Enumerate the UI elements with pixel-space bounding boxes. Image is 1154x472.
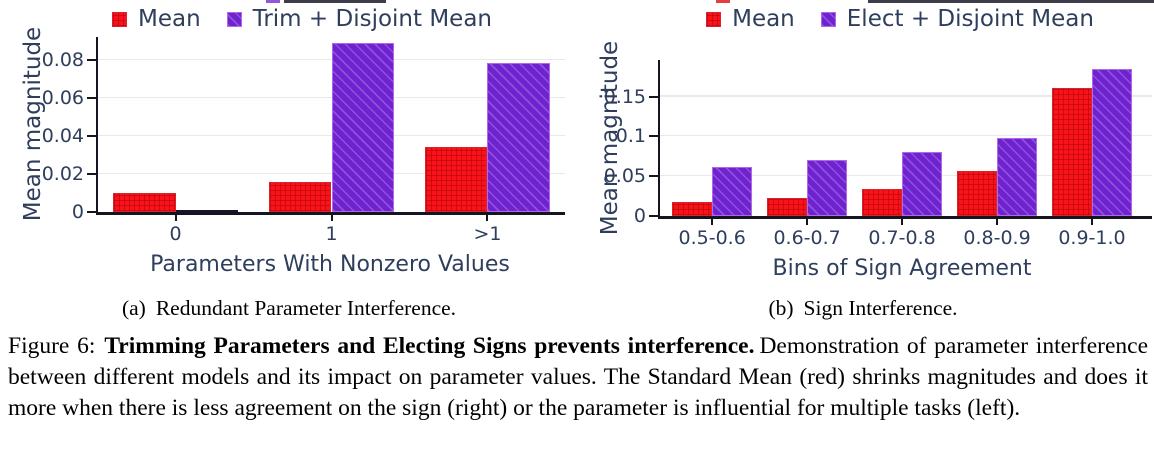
- y-tick-label: 0: [71, 201, 84, 223]
- legend-item-mean: Mean: [706, 6, 795, 32]
- legend-label-trim-disjoint-mean: Trim + Disjoint Mean: [252, 6, 492, 32]
- x-tick-mark: [901, 216, 904, 225]
- y-tick-label: 0.08: [41, 49, 84, 71]
- y-tick-mark: [87, 211, 96, 213]
- bar-mean-0.9-1.0: [1052, 87, 1092, 216]
- subcaption-b-tag: (b): [768, 296, 794, 320]
- subcaption-a-tag: (a): [121, 296, 146, 320]
- gridline: [660, 134, 1152, 137]
- x-tick-label: 0.8-0.9: [963, 227, 1031, 249]
- y-tick-mark: [87, 59, 96, 61]
- y-tick-mark: [87, 173, 96, 175]
- y-tick-label: 0.02: [41, 163, 84, 185]
- x-tick-label: 0.7-0.8: [868, 227, 936, 249]
- y-tick-label: 0.05: [603, 165, 646, 188]
- legend-label-mean: Mean: [138, 6, 201, 32]
- bar-disjoint-mean-0.7-0.8: [902, 151, 942, 216]
- legend: Mean Trim + Disjoint Mean: [62, 6, 542, 32]
- bar-mean-0.5-0.6: [672, 201, 713, 216]
- subcaption-a: (a) Redundant Parameter Interference.: [39, 296, 539, 321]
- caption-figure-number: Figure 6:: [8, 333, 96, 359]
- y-tick-mark: [649, 95, 658, 98]
- x-tick-mark: [174, 212, 177, 221]
- caption-body: Demonstration of parameter interference …: [8, 333, 1148, 421]
- y-tick-mark: [87, 135, 96, 137]
- legend-label-elect-disjoint-mean: Elect + Disjoint Mean: [846, 6, 1094, 32]
- x-tick-mark: [1090, 216, 1093, 225]
- subcaption-b-text: Sign Interference.: [803, 296, 958, 320]
- plot-area-b: 0 0.05 0.1 0.15 0.5-0.6 0.6-0.7 0.7-0.8 0.8-0.9…: [604, 60, 1152, 249]
- crop-artifact: [716, 0, 730, 3]
- gridline: [660, 95, 1152, 97]
- bar-disjoint-mean-1: [331, 42, 394, 212]
- bar-mean-0.8-0.9: [957, 170, 997, 216]
- y-tick-mark: [87, 97, 96, 99]
- bar-disjoint-mean->1: [487, 62, 550, 212]
- subcaption-a-text: Redundant Parameter Interference.: [155, 296, 457, 320]
- trim-disjoint-swatch-icon: [226, 11, 242, 27]
- x-tick-mark: [996, 216, 999, 225]
- x-tick-label: 0.5-0.6: [678, 227, 746, 249]
- legend-label-mean: Mean: [732, 6, 795, 32]
- bar-disjoint-mean-0.5-0.6: [712, 167, 752, 216]
- crop-artifact: [868, 0, 1154, 3]
- y-tick-label: 0: [633, 205, 646, 227]
- subcaption-b: (b) Sign Interference.: [613, 296, 1113, 321]
- y-tick-label: 0.06: [41, 87, 84, 109]
- x-tick-mark: [711, 216, 714, 225]
- bar-mean-1: [269, 181, 332, 212]
- crop-artifact: [266, 0, 280, 3]
- bar-disjoint-mean-0.9-1.0: [1091, 68, 1132, 216]
- x-tick-label: 1: [325, 223, 338, 245]
- x-axis-label: Parameters With Nonzero Values: [150, 252, 510, 277]
- bar-mean-0.6-0.7: [767, 197, 808, 216]
- y-tick-mark: [649, 135, 658, 138]
- y-tick-label: 0.04: [41, 125, 84, 147]
- x-axis-label: Bins of Sign Agreement: [772, 256, 1032, 281]
- bar-disjoint-mean-0.6-0.7: [807, 160, 847, 216]
- elect-disjoint-swatch-icon: [820, 11, 836, 27]
- y-tick-label: 0.15: [603, 85, 646, 108]
- legend: Mean Elect + Disjoint Mean: [640, 6, 1154, 32]
- x-tick-mark: [806, 216, 809, 225]
- y-tick-mark: [649, 175, 658, 178]
- legend-item-mean: Mean: [112, 6, 201, 32]
- bar-mean-0.7-0.8: [862, 188, 903, 216]
- mean-swatch-icon: [706, 11, 722, 27]
- x-tick-label: 0.6-0.7: [773, 227, 841, 249]
- legend-item-elect-disjoint-mean: Elect + Disjoint Mean: [820, 6, 1094, 32]
- figure-caption: Figure 6: Trimming Parameters and Electin…: [8, 331, 1148, 424]
- mean-swatch-icon: [112, 11, 127, 27]
- y-tick-mark: [649, 215, 658, 217]
- plot-area-a: 0 0.02 0.04 0.06 0.08 0 1 >1: [42, 37, 565, 245]
- x-tick-mark: [330, 212, 333, 221]
- bar-mean->1: [425, 147, 488, 212]
- x-tick-label: 0.9-1.0: [1058, 227, 1126, 249]
- bar-disjoint-mean-0: [175, 210, 238, 212]
- x-tick-label: >1: [473, 223, 502, 245]
- x-tick-mark: [486, 212, 489, 221]
- legend-item-trim-disjoint-mean: Trim + Disjoint Mean: [226, 6, 492, 32]
- caption-bold-title: Trimming Parameters and Electing Signs p…: [104, 333, 755, 359]
- crop-artifact: [284, 0, 386, 3]
- x-tick-label: 0: [169, 223, 182, 245]
- y-tick-label: 0.1: [615, 125, 646, 148]
- bar-mean-0: [113, 193, 176, 212]
- bar-disjoint-mean-0.8-0.9: [997, 138, 1037, 216]
